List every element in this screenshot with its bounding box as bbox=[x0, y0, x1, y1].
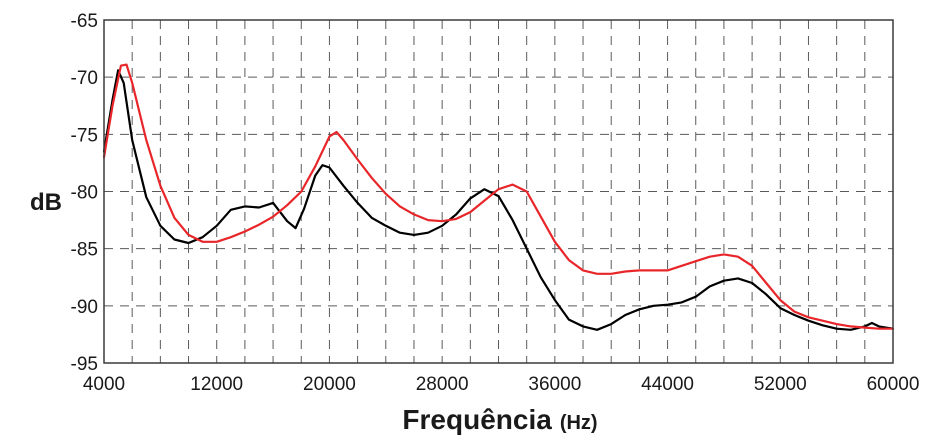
x-tick-label: 52000 bbox=[754, 374, 807, 395]
x-tick-label: 4000 bbox=[83, 374, 125, 395]
y-tick-label: -85 bbox=[71, 240, 98, 261]
x-axis-unit: (Hz) bbox=[560, 412, 598, 434]
y-axis-label: dB bbox=[30, 189, 62, 216]
y-tick-label: -95 bbox=[71, 354, 98, 375]
series-line-2 bbox=[102, 63, 895, 330]
x-tick-label: 44000 bbox=[641, 374, 694, 395]
x-axis-title: Frequência bbox=[402, 404, 552, 435]
x-tick-label: 36000 bbox=[528, 374, 581, 395]
x-tick-labels: 4000 12000 20000 28000 36000 44000 52000 60000 bbox=[83, 374, 920, 395]
x-tick-label: 12000 bbox=[190, 374, 243, 395]
series-lines bbox=[102, 63, 895, 331]
grid bbox=[104, 20, 893, 363]
y-tick-label: -80 bbox=[71, 183, 98, 204]
plot-frame bbox=[103, 19, 894, 364]
x-tick-label: 20000 bbox=[303, 374, 356, 395]
series-line-1 bbox=[102, 69, 895, 331]
x-axis-label: Frequência (Hz) bbox=[402, 404, 597, 435]
y-tick-labels: -65 -70 -75 -80 -85 -90 -95 bbox=[71, 11, 98, 375]
x-tick-label: 28000 bbox=[416, 374, 469, 395]
y-tick-label: -65 bbox=[71, 11, 98, 32]
y-tick-label: -90 bbox=[71, 297, 98, 318]
x-tick-label: 60000 bbox=[867, 374, 920, 395]
y-tick-label: -75 bbox=[71, 125, 98, 146]
y-tick-label: -70 bbox=[71, 68, 98, 89]
